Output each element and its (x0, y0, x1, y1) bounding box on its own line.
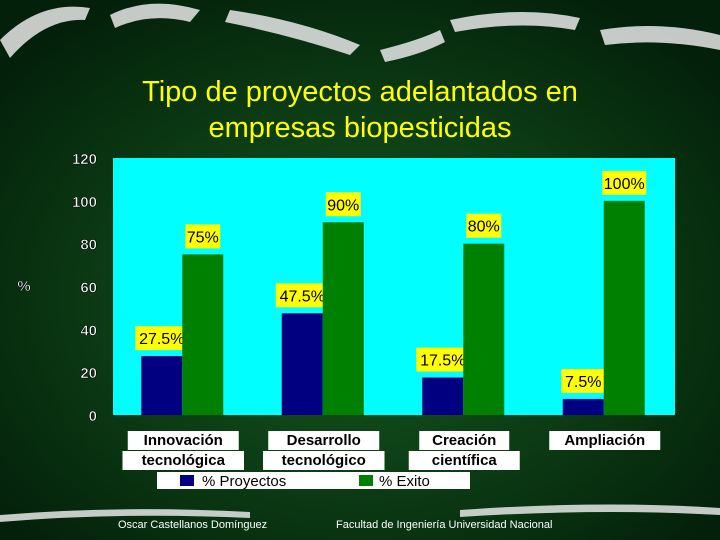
legend-box (157, 472, 470, 489)
y-tick-label: 0 (89, 408, 97, 425)
y-axis-label: % (17, 278, 30, 295)
legend-swatch-exito (359, 475, 373, 486)
category-label: Desarrollo (287, 432, 361, 449)
data-label: 7.5% (565, 374, 601, 391)
decorative-brush-strokes (0, 3, 720, 522)
y-tick-label: 120 (72, 151, 97, 168)
category-label: Innovación (144, 432, 223, 449)
category-label-bg (127, 431, 239, 450)
y-tick-label: 60 (80, 280, 97, 297)
category-label-bg (268, 431, 380, 450)
y-tick-label: 20 (80, 365, 97, 382)
category-label-bg (263, 451, 385, 470)
data-label: 17.5% (420, 353, 465, 370)
footer-institution: Facultad de Ingeniería Universidad Nacio… (336, 519, 553, 531)
category-label-bg (408, 451, 520, 470)
data-label: 27.5% (139, 331, 184, 348)
bar-exito (322, 222, 364, 415)
y-tick-label: 80 (80, 237, 97, 254)
category-label-bg (122, 451, 244, 470)
bar-proyectos (422, 377, 464, 415)
bar-proyectos (562, 398, 604, 415)
bar-exito (603, 200, 645, 415)
bar-exito (463, 243, 505, 415)
legend-swatch-proyectos (180, 475, 194, 486)
title-line-1: Tipo de proyectos adelantados en (142, 76, 578, 108)
data-label: 75% (187, 229, 219, 246)
category-label: tecnológica (142, 452, 226, 469)
category-label: tecnológico (282, 452, 366, 469)
title-line-2: empresas biopesticidas (208, 112, 512, 144)
bar-proyectos (141, 356, 183, 415)
data-label-box (275, 283, 329, 308)
data-label-box (466, 213, 502, 238)
legend-label-exito: % Exito (379, 473, 430, 490)
data-label-box (602, 170, 647, 195)
data-label-box (185, 224, 221, 249)
bar-proyectos (281, 313, 323, 415)
category-label: Ampliación (564, 432, 645, 449)
category-label-bg (549, 431, 661, 450)
slide-title: Tipo de proyectos adelantados en empresa… (60, 74, 660, 146)
category-label: Creación (432, 432, 496, 449)
y-tick-label: 100 (72, 194, 97, 211)
data-label: 80% (468, 219, 500, 236)
y-tick-label: 40 (80, 322, 97, 339)
footer-author: Oscar Castellanos Domínguez (118, 519, 268, 531)
data-label: 100% (604, 176, 645, 193)
data-label-box (325, 192, 361, 217)
data-label-box (135, 326, 189, 351)
legend-label-proyectos: % Proyectos (202, 473, 286, 490)
bar-exito (182, 254, 224, 415)
category-label-bg (419, 431, 510, 450)
data-label: 47.5% (280, 288, 325, 305)
data-label-box (416, 347, 470, 372)
data-label: 90% (327, 197, 359, 214)
data-label-box (561, 368, 606, 393)
category-label: científica (432, 452, 498, 469)
